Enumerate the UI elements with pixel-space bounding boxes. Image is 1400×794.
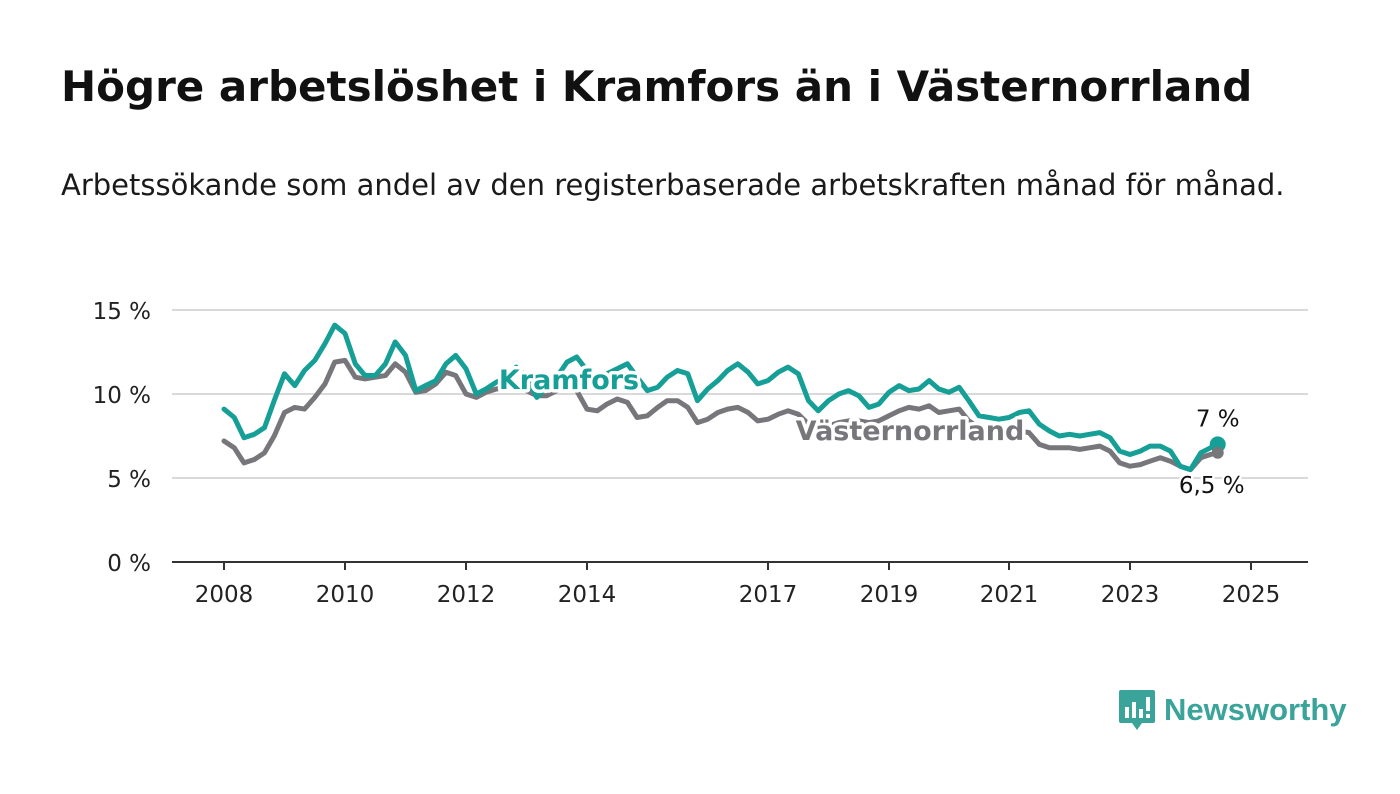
x-tick-label: 2021 [980, 582, 1039, 608]
x-tick-label: 2017 [739, 582, 798, 608]
series-end-label: 6,5 % [1179, 473, 1245, 499]
series-line-vasternorrland [221, 357, 1221, 473]
y-tick-label: 15 % [93, 299, 151, 325]
series-label-vasternorrland: Västernorrland [796, 416, 1025, 447]
series-line-kramfors [221, 322, 1221, 473]
x-tick-label: 2008 [195, 582, 254, 608]
chart-subtitle: Arbetssökande som andel av den registerb… [61, 168, 1285, 202]
brand-name: Newsworthy [1164, 692, 1347, 727]
series-endpoint [1211, 446, 1224, 459]
y-tick-label: 5 % [107, 467, 151, 493]
x-tick-label: 2012 [437, 582, 496, 608]
newsworthy-logo-icon [1119, 690, 1155, 730]
x-tick-label: 2019 [860, 582, 919, 608]
x-tick-label: 2010 [316, 582, 375, 608]
x-tick-label: 2014 [558, 582, 617, 608]
chart-title: Högre arbetslöshet i Kramfors än i Väste… [61, 62, 1253, 111]
x-tick-label: 2025 [1222, 582, 1281, 608]
y-tick-label: 10 % [93, 383, 151, 409]
series-end-label: 7 % [1196, 406, 1240, 432]
newsworthy-brand[interactable]: Newsworthy [1118, 688, 1347, 732]
x-tick-label: 2023 [1101, 582, 1160, 608]
series-label-kramfors: Kramfors [499, 365, 639, 396]
y-tick-label: 0 % [107, 551, 151, 577]
